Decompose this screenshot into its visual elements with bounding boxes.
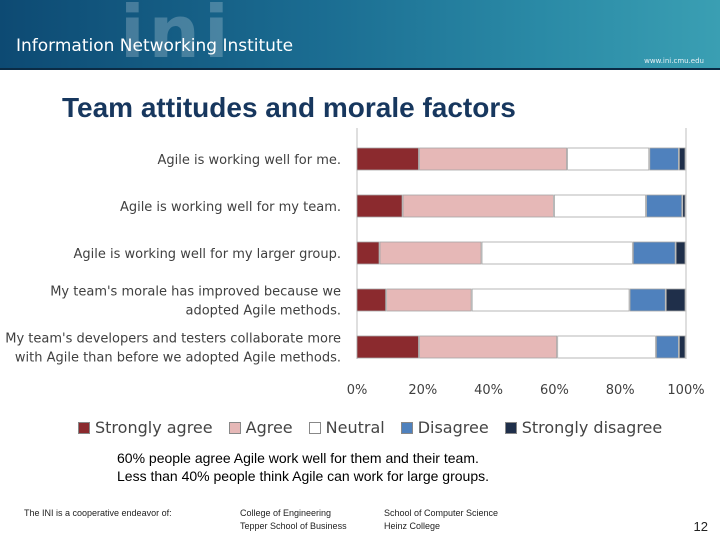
bar-agree-row-3 <box>379 241 482 265</box>
footer-colleges-2: School of Computer Science Heinz College <box>384 507 498 533</box>
bar-neutral-row-2 <box>554 194 646 218</box>
legend-label-strongly-agree: Strongly agree <box>95 418 213 437</box>
banner-divider <box>0 68 720 70</box>
legend-label-disagree: Disagree <box>417 418 489 437</box>
summary-text: 60% people agree Agile work well for the… <box>117 449 489 485</box>
footer-college-engineering: College of Engineering <box>240 508 332 518</box>
category-label-1: Agile is working well for me. <box>158 153 342 168</box>
summary-line-1: 60% people agree Agile work well for the… <box>117 450 479 466</box>
legend-swatch-strongly-disagree <box>504 421 517 434</box>
bar-agree-row-2 <box>402 194 554 218</box>
bar-neutral-row-3 <box>481 241 633 265</box>
bar-strongly-agree-row-4 <box>356 288 387 312</box>
category-label-5-line-1: My team's developers and testers collabo… <box>5 332 341 347</box>
institute-url[interactable]: www.ini.cmu.edu <box>644 57 704 65</box>
bar-strongly-agree-row-5 <box>356 335 419 359</box>
slide-title: Team attitudes and morale factors <box>62 92 516 123</box>
legend-item-neutral: Neutral <box>308 418 385 437</box>
bar-agree-row-4 <box>386 288 472 312</box>
legend-item-strongly-agree: Strongly agree <box>78 418 213 437</box>
summary-line-2: Less than 40% people think Agile can wor… <box>117 468 490 484</box>
legend-swatch-agree <box>228 421 241 434</box>
legend-label-strongly-disagree: Strongly disagree <box>521 418 663 437</box>
legend-swatch-disagree <box>400 421 413 434</box>
footer-partner-label: The INI is a cooperative endeavor of: <box>24 507 172 520</box>
bar-strongly-disagree-row-3 <box>675 241 686 265</box>
bar-strongly-agree-row-3 <box>356 241 380 265</box>
ini-logo-watermark: ini <box>120 0 233 70</box>
institute-name: Information Networking Institute <box>16 36 294 56</box>
x-tick-label-3: 60% <box>540 383 569 398</box>
page-number: 12 <box>693 519 708 534</box>
category-label-5-line-2: with Agile than before we adopted Agile … <box>15 351 341 366</box>
stacked-bar-chart: Agile is working well for me. Agile is wo… <box>5 128 705 398</box>
x-tick-label-4: 80% <box>606 383 635 398</box>
category-label-3: Agile is working well for my larger grou… <box>73 247 341 262</box>
bar-disagree-row-2 <box>646 194 683 218</box>
x-tick-label-5: 100% <box>667 383 704 398</box>
footer-college-tepper: Tepper School of Business <box>240 521 347 531</box>
category-label-4-line-2: adopted Agile methods. <box>185 304 341 319</box>
category-label-2: Agile is working well for my team. <box>120 200 341 215</box>
bar-agree-row-5 <box>419 335 558 359</box>
chart-legend: Strongly agree Agree Neutral Disagree St… <box>78 418 678 437</box>
bar-strongly-disagree-row-2 <box>682 194 686 218</box>
legend-swatch-strongly-agree <box>78 421 90 434</box>
footer-colleges-1: College of Engineering Tepper School of … <box>240 507 347 533</box>
legend-item-strongly-disagree: Strongly disagree <box>504 418 663 437</box>
header-banner: ini Information Networking Institute www… <box>0 0 720 70</box>
legend-swatch-neutral <box>308 421 321 434</box>
legend-item-disagree: Disagree <box>400 418 489 437</box>
bar-disagree-row-1 <box>649 147 679 171</box>
x-tick-label-1: 20% <box>408 383 437 398</box>
x-tick-label-0: 0% <box>347 383 368 398</box>
bar-disagree-row-3 <box>632 241 676 265</box>
bar-neutral-row-4 <box>471 288 630 312</box>
bar-agree-row-1 <box>419 147 567 171</box>
legend-label-agree: Agree <box>245 418 293 437</box>
legend-item-agree: Agree <box>228 418 293 437</box>
bar-strongly-disagree-row-5 <box>679 335 686 359</box>
bar-disagree-row-4 <box>629 288 666 312</box>
footer-college-cs: School of Computer Science <box>384 508 499 518</box>
bar-strongly-agree-row-2 <box>356 194 403 218</box>
bar-neutral-row-1 <box>567 147 650 171</box>
x-tick-label-2: 40% <box>474 383 503 398</box>
bar-strongly-disagree-row-1 <box>679 147 686 171</box>
bar-strongly-agree-row-1 <box>356 147 419 171</box>
bar-neutral-row-5 <box>557 335 656 359</box>
footer-label: The INI is a cooperative endeavor of: <box>24 508 172 518</box>
bar-disagree-row-5 <box>655 335 679 359</box>
category-label-4-line-1: My team's morale has improved because we <box>50 285 341 300</box>
bar-strongly-disagree-row-4 <box>665 288 686 312</box>
footer-college-heinz: Heinz College <box>384 521 441 531</box>
legend-label-neutral: Neutral <box>325 418 385 437</box>
